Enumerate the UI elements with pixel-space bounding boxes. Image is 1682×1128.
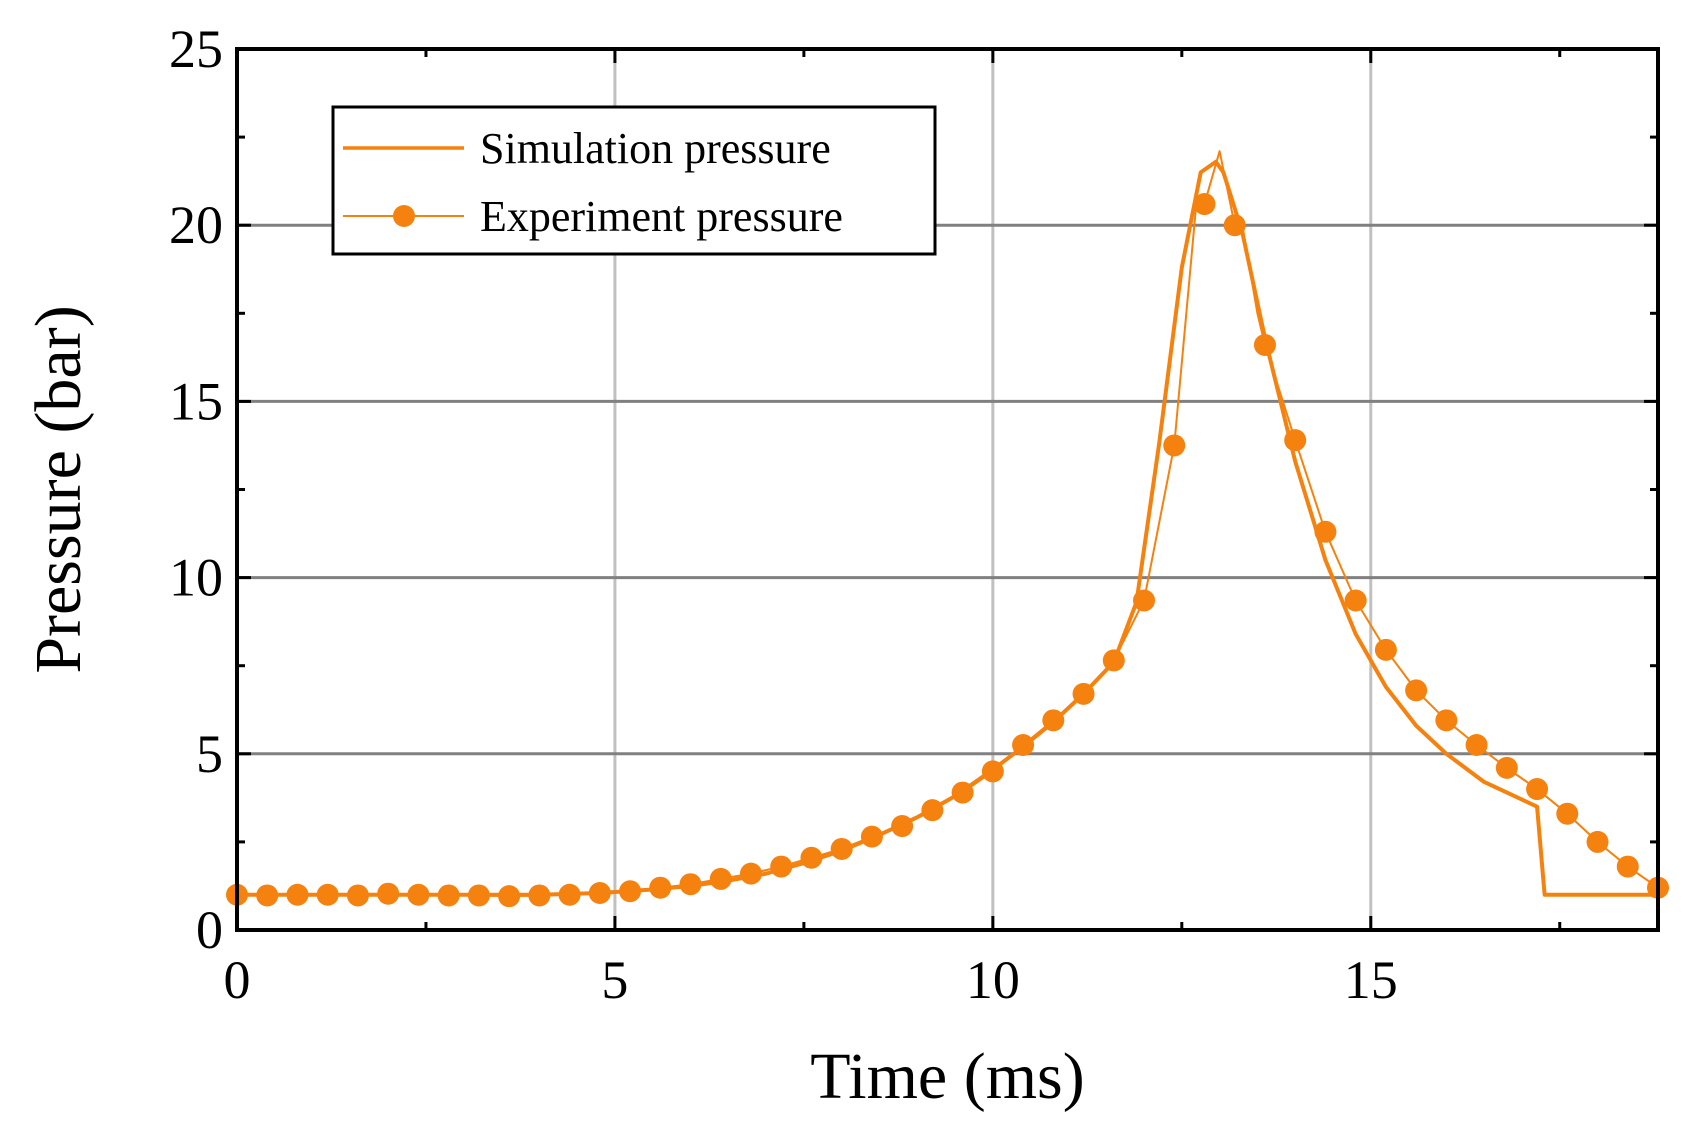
legend-exp-marker-icon <box>393 205 415 227</box>
series-layer <box>226 150 1669 908</box>
series-experiment-line <box>236 150 1659 898</box>
experiment-point <box>1556 802 1579 825</box>
y-tick-label: 20 <box>169 195 223 255</box>
experiment-point <box>1314 520 1337 543</box>
y-axis-title: Pressure (bar) <box>22 305 95 673</box>
experiment-point <box>1586 830 1609 853</box>
experiment-point <box>316 883 339 906</box>
experiment-point <box>1495 756 1518 779</box>
x-tick-label: 0 <box>224 950 251 1010</box>
experiment-point <box>739 862 762 885</box>
experiment-point <box>1072 682 1095 705</box>
experiment-point <box>286 883 309 906</box>
experiment-point <box>1284 429 1307 452</box>
experiment-point <box>1253 334 1276 357</box>
experiment-point <box>1405 679 1428 702</box>
experiment-point <box>860 825 883 848</box>
axis-ticks: 0 5 10 15 0 5 10 15 20 25 <box>169 19 1658 1010</box>
experiment-point <box>1133 589 1156 612</box>
experiment-point <box>437 884 460 907</box>
experiment-point <box>467 884 490 907</box>
experiment-point <box>377 882 400 905</box>
experiment-point <box>256 884 279 907</box>
y-tick-label: 25 <box>169 19 223 79</box>
y-tick-label: 5 <box>196 724 223 784</box>
experiment-point <box>407 883 430 906</box>
experiment-point <box>679 873 702 896</box>
experiment-point <box>1223 214 1246 237</box>
experiment-point <box>346 884 369 907</box>
experiment-point <box>921 799 944 822</box>
y-tick-label: 10 <box>169 548 223 608</box>
experiment-point <box>558 883 581 906</box>
experiment-point <box>498 885 521 908</box>
experiment-point <box>891 815 914 838</box>
experiment-point <box>1435 709 1458 732</box>
experiment-point <box>1465 733 1488 756</box>
legend-exp-label: Experiment pressure <box>480 192 843 241</box>
y-tick-label: 15 <box>169 371 223 431</box>
experiment-point <box>770 855 793 878</box>
experiment-point <box>1193 193 1216 216</box>
experiment-point <box>709 867 732 890</box>
experiment-point <box>649 876 672 899</box>
x-tick-label: 15 <box>1344 950 1398 1010</box>
experiment-point <box>1526 778 1549 801</box>
experiment-point <box>830 837 853 860</box>
experiment-point <box>619 880 642 903</box>
experiment-point <box>800 846 823 869</box>
experiment-point <box>1102 649 1125 672</box>
experiment-point <box>588 881 611 904</box>
experiment-point <box>951 781 974 804</box>
legend-sim-label: Simulation pressure <box>480 124 831 173</box>
x-axis-title: Time (ms) <box>810 1040 1084 1113</box>
experiment-point <box>1344 589 1367 612</box>
x-tick-label: 10 <box>966 950 1020 1010</box>
experiment-point <box>1616 855 1639 878</box>
x-tick-label: 5 <box>601 950 628 1010</box>
experiment-point <box>981 760 1004 783</box>
experiment-point <box>1163 434 1186 457</box>
legend: Simulation pressure Experiment pressure <box>331 105 937 256</box>
experiment-point <box>1374 638 1397 661</box>
experiment-point <box>528 884 551 907</box>
series-simulation-line <box>237 159 1658 897</box>
experiment-point <box>1042 709 1065 732</box>
legend-box <box>331 105 937 256</box>
y-tick-label: 0 <box>196 900 223 960</box>
experiment-point <box>1012 733 1035 756</box>
